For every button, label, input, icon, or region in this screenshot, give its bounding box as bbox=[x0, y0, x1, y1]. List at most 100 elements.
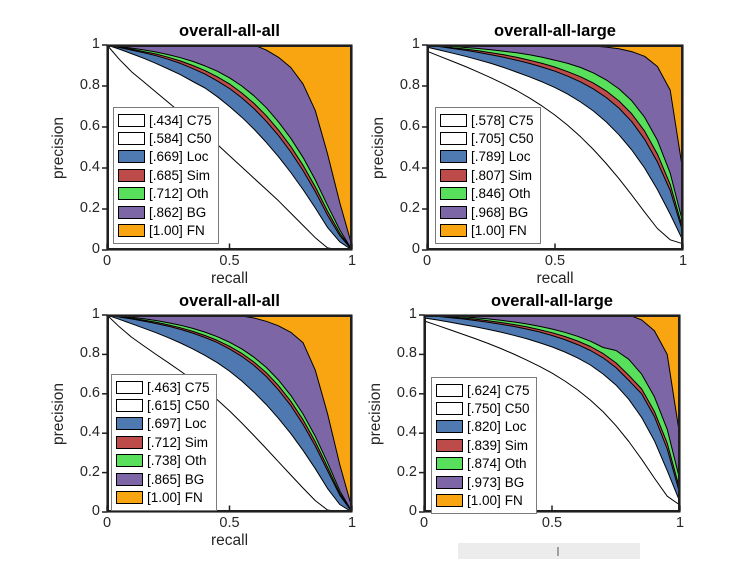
legend-text: [.973] BG bbox=[467, 475, 524, 490]
x-tick-label: 0.5 bbox=[219, 515, 240, 531]
xlabel-remnant bbox=[458, 543, 640, 559]
x-axis-label: recall bbox=[210, 270, 249, 287]
legend-ap-value: [1.00] bbox=[467, 493, 501, 509]
y-tick-label: 0.4 bbox=[396, 424, 417, 441]
y-tick-label: 0.8 bbox=[399, 77, 420, 93]
legend-ap-value: [.846] bbox=[471, 186, 505, 202]
legend-ap-value: [1.00] bbox=[147, 490, 181, 506]
legend-series-label: C75 bbox=[508, 112, 534, 128]
legend-text: [1.00] FN bbox=[467, 493, 523, 508]
legend-ap-value: [.712] bbox=[149, 186, 183, 202]
x-tick-label: 0.5 bbox=[541, 515, 563, 531]
legend: [.434] C75 [.584] C50 [.669] Loc [.685] Sim [.71… bbox=[113, 107, 219, 244]
legend-row-fn: [1.00] FN bbox=[118, 221, 212, 239]
legend-ap-value: [.968] bbox=[471, 204, 505, 220]
legend-row-c50: [.750] C50 bbox=[436, 399, 530, 417]
legend-text: [.738] Oth bbox=[147, 453, 207, 468]
legend-series-label: FN bbox=[186, 223, 205, 239]
legend-ap-value: [.615] bbox=[147, 398, 181, 414]
legend-row-c50: [.615] C50 bbox=[116, 396, 210, 414]
y-tick-label: 0.8 bbox=[79, 77, 100, 93]
y-tick-label: 1 bbox=[408, 306, 417, 322]
legend: [.463] C75 [.615] C50 [.697] Loc [.712] Sim [.73… bbox=[111, 374, 217, 511]
legend-ap-value: [.874] bbox=[467, 456, 501, 472]
legend-series-label: FN bbox=[184, 490, 203, 506]
legend-row-sim: [.685] Sim bbox=[118, 166, 212, 184]
legend-swatch-c50 bbox=[118, 132, 145, 146]
legend-swatch-loc bbox=[118, 150, 145, 164]
legend-text: [.839] Sim bbox=[467, 438, 528, 453]
legend-swatch-oth bbox=[116, 454, 143, 468]
legend-swatch-bg bbox=[440, 205, 467, 219]
legend-series-label: C50 bbox=[184, 398, 210, 414]
y-tick-label: 0.4 bbox=[399, 159, 420, 175]
legend-series-label: Oth bbox=[184, 453, 207, 469]
y-tick-label: 0.6 bbox=[79, 118, 100, 134]
legend-series-label: C75 bbox=[184, 379, 210, 395]
legend-row-bg: [.862] BG bbox=[118, 203, 212, 221]
legend-ap-value: [.865] bbox=[147, 471, 181, 487]
x-tick-label: 0.5 bbox=[219, 253, 240, 269]
legend-text: [.865] BG bbox=[147, 472, 204, 487]
y-tick-label: 0.2 bbox=[79, 200, 100, 216]
y-tick-label: 0.4 bbox=[79, 424, 100, 441]
legend-ap-value: [.584] bbox=[149, 131, 183, 147]
x-tick-label: 0 bbox=[102, 253, 112, 269]
legend-swatch-c50 bbox=[116, 399, 143, 413]
legend-row-bg: [.968] BG bbox=[440, 203, 534, 221]
legend-swatch-c75 bbox=[116, 380, 143, 394]
legend-row-oth: [.874] Oth bbox=[436, 455, 530, 473]
legend-series-label: Sim bbox=[504, 437, 529, 453]
legend-swatch-fn bbox=[436, 494, 463, 508]
legend-series-label: Loc bbox=[184, 416, 207, 432]
legend-row-c50: [.584] C50 bbox=[118, 129, 212, 147]
legend-text: [1.00] FN bbox=[149, 223, 205, 238]
legend-swatch-oth bbox=[118, 187, 145, 201]
legend-row-fn: [1.00] FN bbox=[436, 491, 530, 509]
legend-text: [.697] Loc bbox=[147, 416, 207, 431]
y-tick-label: 0.6 bbox=[79, 384, 100, 401]
x-tick-label: 0 bbox=[102, 515, 112, 531]
legend-text: [.789] Loc bbox=[471, 149, 531, 164]
x-tick-label: 1 bbox=[347, 515, 357, 531]
legend-row-c75: [.624] C75 bbox=[436, 381, 530, 399]
y-tick-label: 0 bbox=[408, 503, 417, 519]
legend-swatch-fn bbox=[116, 491, 143, 505]
legend-text: [.712] Sim bbox=[147, 435, 208, 450]
y-tick-label: 1 bbox=[411, 36, 420, 52]
legend-series-label: Sim bbox=[508, 167, 533, 183]
legend-ap-value: [.705] bbox=[471, 131, 505, 147]
y-tick-label: 0.8 bbox=[79, 345, 100, 362]
legend-swatch-fn bbox=[118, 224, 145, 238]
legend-text: [.434] C75 bbox=[149, 113, 212, 128]
legend-ap-value: [.839] bbox=[467, 437, 501, 453]
legend-swatch-loc bbox=[440, 150, 467, 164]
legend-row-c50: [.705] C50 bbox=[440, 129, 534, 147]
legend-row-oth: [.846] Oth bbox=[440, 185, 534, 203]
plot-title: overall-all-large bbox=[494, 22, 616, 40]
x-tick-label: 1 bbox=[678, 253, 688, 269]
legend-series-label: BG bbox=[184, 471, 205, 487]
x-tick-label: 0.5 bbox=[544, 253, 566, 269]
y-axis-label: precision bbox=[370, 116, 387, 179]
legend-text: [.685] Sim bbox=[149, 168, 210, 183]
legend-swatch-c50 bbox=[436, 402, 463, 416]
y-tick-label: 0.2 bbox=[396, 463, 417, 480]
x-axis-label: recall bbox=[536, 270, 574, 287]
legend-series-label: BG bbox=[186, 204, 207, 220]
y-tick-label: 0.4 bbox=[79, 159, 100, 175]
y-tick-label: 0.2 bbox=[79, 463, 100, 480]
y-tick-label: 0 bbox=[91, 503, 100, 519]
legend-row-c75: [.578] C75 bbox=[440, 111, 534, 129]
legend-series-label: C75 bbox=[504, 382, 530, 398]
legend-row-sim: [.712] Sim bbox=[116, 433, 210, 451]
legend-row-sim: [.839] Sim bbox=[436, 436, 530, 454]
legend-text: [1.00] FN bbox=[471, 223, 527, 238]
legend: [.578] C75 [.705] C50 [.789] Loc [.807] Sim [.84… bbox=[435, 107, 541, 244]
legend-series-label: FN bbox=[508, 223, 527, 239]
legend-text: [.615] C50 bbox=[147, 398, 210, 413]
subplot-top-left: overall-all-all 1 0.8 0.6 0.4 0.2 0 0 0.5 1 recall… bbox=[50, 22, 356, 287]
y-axis-label: precision bbox=[50, 382, 67, 445]
legend-ap-value: [.862] bbox=[149, 204, 183, 220]
